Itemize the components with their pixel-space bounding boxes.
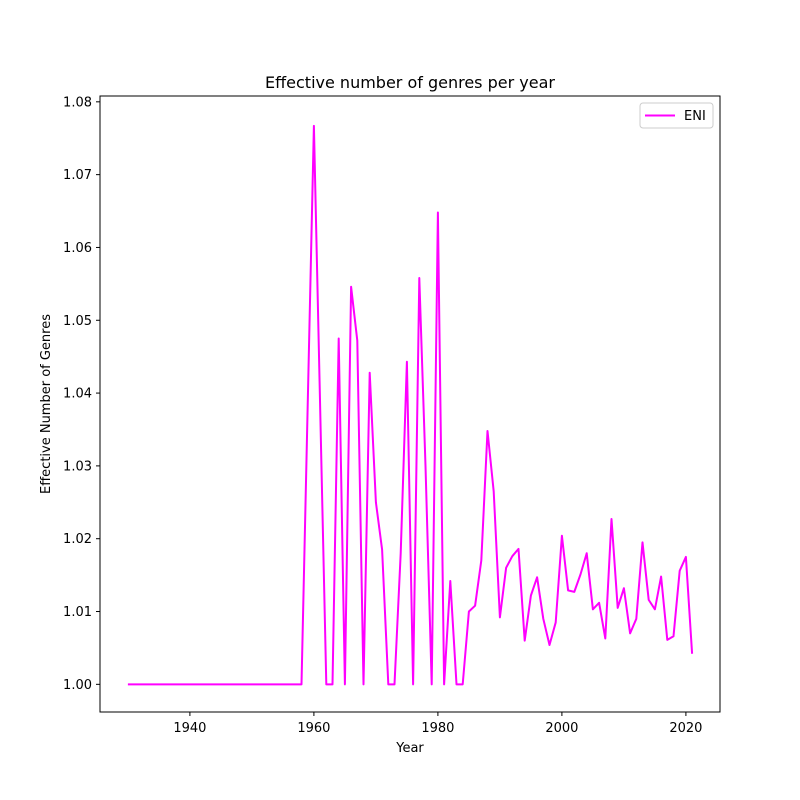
y-tick-label: 1.07	[63, 168, 92, 183]
plot-frame	[99, 95, 721, 713]
y-axis: 1.00 1.01 1.02 1.03 1.04 1.05 1.06 1.07 1.08	[63, 95, 100, 693]
x-tick-label: 1960	[297, 721, 330, 736]
x-tick-label: 1940	[173, 721, 206, 736]
y-tick-label: 1.03	[63, 459, 92, 474]
y-tick-label: 1.01	[63, 605, 92, 620]
y-tick-label: 1.00	[63, 678, 92, 693]
series-line-eni	[127, 124, 694, 686]
x-tick-label: 2020	[669, 721, 702, 736]
y-tick-label: 1.04	[63, 387, 92, 402]
y-tick-label: 1.08	[63, 95, 92, 110]
y-axis-label: Effective Number of Genres	[39, 314, 54, 494]
x-axis: 1940 1960 1980 2000 2020	[173, 712, 702, 736]
x-tick-label: 1980	[421, 721, 454, 736]
plot-area	[99, 95, 721, 713]
legend-box	[639, 102, 714, 129]
y-tick-label: 1.06	[63, 241, 92, 256]
legend: ENI	[639, 102, 714, 129]
chart-title: Effective number of genres per year	[265, 73, 555, 92]
legend-label-eni: ENI	[684, 109, 706, 124]
y-tick-label: 1.05	[63, 314, 92, 329]
x-axis-label: Year	[395, 741, 424, 756]
series-points	[127, 125, 693, 685]
y-tick-label: 1.02	[63, 532, 92, 547]
x-tick-label: 2000	[545, 721, 578, 736]
